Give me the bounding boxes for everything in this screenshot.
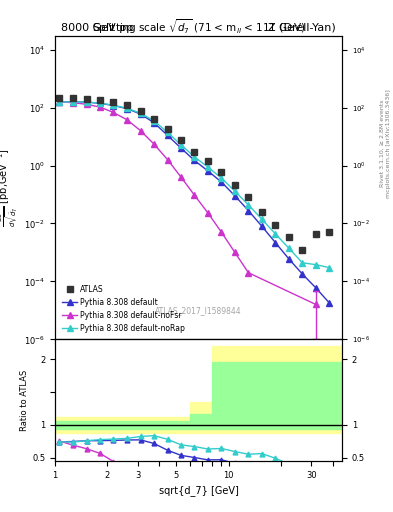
Pythia 8.308 default-noRap [246, 202, 251, 208]
ATLAS [179, 137, 184, 143]
Pythia 8.308 default-noFsr [165, 157, 170, 163]
ATLAS [273, 222, 278, 228]
Pythia 8.308 default [273, 240, 278, 246]
Pythia 8.308 default [300, 271, 305, 277]
Pythia 8.308 default [246, 207, 251, 214]
Pythia 8.308 default [179, 145, 184, 151]
Pythia 8.308 default-noFsr [111, 110, 116, 116]
Pythia 8.308 default-noRap [84, 99, 89, 105]
Pythia 8.308 default-noFsr [98, 104, 103, 110]
Text: 8000 GeV pp: 8000 GeV pp [61, 23, 133, 33]
Line: ATLAS: ATLAS [56, 95, 333, 253]
Pythia 8.308 default-noFsr [71, 100, 75, 106]
Pythia 8.308 default-noRap [179, 142, 184, 148]
Pythia 8.308 default-noFsr [314, 302, 318, 308]
ATLAS [300, 247, 305, 253]
Text: ATLAS_2017_I1589844: ATLAS_2017_I1589844 [155, 306, 242, 315]
Pythia 8.308 default [71, 99, 75, 105]
Y-axis label: Ratio to ATLAS: Ratio to ATLAS [20, 370, 29, 431]
Text: mcplots.cern.ch [arXiv:1306.3436]: mcplots.cern.ch [arXiv:1306.3436] [386, 89, 391, 198]
ATLAS [233, 182, 237, 188]
Text: Rivet 3.1.10, ≥ 2.8M events: Rivet 3.1.10, ≥ 2.8M events [380, 100, 385, 187]
Pythia 8.308 default-noRap [125, 105, 129, 111]
Pythia 8.308 default [57, 99, 62, 105]
Text: Z (Drell-Yan): Z (Drell-Yan) [268, 23, 336, 33]
ATLAS [138, 108, 143, 114]
ATLAS [246, 194, 251, 200]
Pythia 8.308 default-noFsr [57, 99, 62, 105]
Pythia 8.308 default-noFsr [192, 192, 197, 198]
Pythia 8.308 default [327, 300, 332, 306]
Title: Splitting scale $\sqrt{d_7}$ (71 < m$_{ll}$ < 111 GeV): Splitting scale $\sqrt{d_7}$ (71 < m$_{l… [92, 17, 305, 36]
Pythia 8.308 default-noFsr [179, 174, 184, 180]
Line: Pythia 8.308 default-noFsr: Pythia 8.308 default-noFsr [57, 99, 319, 307]
Pythia 8.308 default-noFsr [206, 210, 210, 216]
Pythia 8.308 default [219, 179, 224, 185]
ATLAS [192, 148, 197, 155]
ATLAS [57, 95, 62, 101]
Pythia 8.308 default-noFsr [84, 101, 89, 108]
Pythia 8.308 default [111, 102, 116, 109]
Pythia 8.308 default-noRap [286, 245, 291, 251]
Pythia 8.308 default-noFsr [152, 141, 156, 147]
Pythia 8.308 default-noFsr [138, 127, 143, 134]
Pythia 8.308 default-noRap [152, 118, 156, 124]
Pythia 8.308 default-noRap [300, 260, 305, 266]
Y-axis label: $\frac{d\sigma}{d\sqrt{\widetilde{d}_7}}$ [pb,GeV$^{-1}$]: $\frac{d\sigma}{d\sqrt{\widetilde{d}_7}}… [0, 148, 22, 227]
Pythia 8.308 default-noRap [71, 99, 75, 105]
Pythia 8.308 default [286, 256, 291, 262]
ATLAS [111, 99, 116, 105]
Pythia 8.308 default-noRap [111, 102, 116, 108]
Pythia 8.308 default-noFsr [219, 229, 224, 236]
ATLAS [98, 97, 103, 103]
ATLAS [286, 233, 291, 240]
ATLAS [165, 126, 170, 132]
Pythia 8.308 default-noFsr [233, 249, 237, 255]
Pythia 8.308 default [259, 223, 264, 229]
Pythia 8.308 default [125, 105, 129, 112]
Legend: ATLAS, Pythia 8.308 default, Pythia 8.308 default-noFsr, Pythia 8.308 default-no: ATLAS, Pythia 8.308 default, Pythia 8.30… [59, 282, 188, 335]
ATLAS [219, 169, 224, 176]
Pythia 8.308 default-noRap [206, 164, 210, 170]
Pythia 8.308 default-noRap [192, 154, 197, 160]
Pythia 8.308 default [314, 285, 318, 291]
Pythia 8.308 default-noRap [219, 175, 224, 181]
Pythia 8.308 default-noRap [138, 110, 143, 116]
Line: Pythia 8.308 default: Pythia 8.308 default [57, 99, 332, 306]
ATLAS [84, 96, 89, 102]
X-axis label: sqrt{d_7} [GeV]: sqrt{d_7} [GeV] [158, 485, 239, 496]
Pythia 8.308 default [165, 132, 170, 138]
ATLAS [327, 229, 332, 236]
Pythia 8.308 default [206, 168, 210, 174]
Pythia 8.308 default-noRap [165, 129, 170, 135]
Pythia 8.308 default [138, 111, 143, 117]
Pythia 8.308 default-noRap [233, 188, 237, 194]
Pythia 8.308 default-noFsr [125, 117, 129, 123]
ATLAS [152, 115, 156, 121]
ATLAS [71, 95, 75, 101]
Line: Pythia 8.308 default-noRap: Pythia 8.308 default-noRap [57, 99, 332, 270]
Pythia 8.308 default-noRap [98, 100, 103, 106]
Pythia 8.308 default-noRap [314, 262, 318, 268]
Pythia 8.308 default [233, 193, 237, 199]
Pythia 8.308 default-noRap [259, 216, 264, 222]
Pythia 8.308 default-noRap [327, 265, 332, 271]
ATLAS [314, 230, 318, 237]
ATLAS [125, 102, 129, 109]
Pythia 8.308 default [152, 120, 156, 126]
ATLAS [206, 158, 210, 164]
Pythia 8.308 default-noRap [57, 99, 62, 105]
Pythia 8.308 default-noFsr [246, 270, 251, 276]
Pythia 8.308 default-noRap [273, 231, 278, 237]
ATLAS [259, 209, 264, 215]
Pythia 8.308 default [98, 100, 103, 106]
Pythia 8.308 default [84, 99, 89, 105]
Pythia 8.308 default [192, 157, 197, 163]
